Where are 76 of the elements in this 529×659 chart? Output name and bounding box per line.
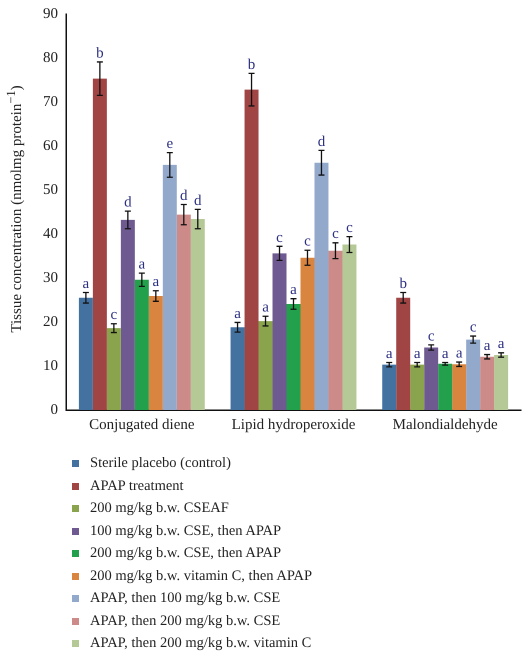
data-label: c: [470, 320, 477, 336]
data-label: e: [166, 136, 174, 152]
bar: [452, 364, 466, 410]
legend-label: Sterile placebo (control): [90, 455, 231, 471]
bar: [286, 304, 300, 410]
bar: [244, 90, 259, 410]
bar: [328, 250, 342, 410]
bar: [314, 162, 328, 410]
y-tick-label: 40: [43, 226, 58, 242]
x-tick-label: Malondialdehyde: [392, 416, 498, 433]
bar: [176, 214, 191, 410]
legend-label: 200 mg/kg b.w. CSEAF: [90, 500, 229, 516]
data-label: c: [276, 230, 284, 246]
bar: [410, 364, 424, 410]
data-label: d: [318, 134, 326, 150]
y-tick-label: 90: [43, 6, 58, 22]
bar: [134, 280, 149, 410]
y-tick-label: 10: [43, 358, 58, 374]
data-label: d: [194, 192, 202, 209]
data-label: b: [399, 276, 407, 292]
data-label: a: [386, 346, 393, 362]
y-tick-label: 30: [43, 270, 58, 286]
bar: [78, 298, 93, 410]
bar: [494, 355, 508, 410]
data-label: b: [248, 56, 256, 73]
bar: [148, 296, 163, 410]
data-label: a: [290, 282, 298, 298]
bar: [258, 321, 273, 410]
bar: [230, 327, 245, 410]
bar: [438, 364, 452, 410]
legend-label: APAP, then 200 mg/kg b.w. vitamin C: [90, 635, 312, 651]
data-label: c: [110, 307, 118, 324]
bar: [396, 298, 410, 410]
data-label: a: [262, 300, 270, 316]
data-label: a: [234, 306, 242, 322]
x-tick-label: Lipid hydroperoxide: [232, 416, 356, 433]
data-label: a: [442, 346, 449, 362]
data-label: c: [428, 328, 435, 344]
y-tick-label: 20: [43, 314, 58, 330]
bar: [120, 220, 135, 410]
bar: [382, 364, 396, 410]
y-tick-label: 0: [50, 402, 58, 418]
y-tick-label: 60: [43, 138, 58, 154]
bar: [480, 356, 494, 410]
y-tick-label: 70: [43, 94, 58, 110]
bar: [162, 164, 177, 410]
legend-label: APAP, then 200 mg/kg b.w. CSE: [90, 612, 280, 628]
bar: [342, 244, 356, 410]
data-label: c: [304, 234, 312, 250]
data-label: c: [346, 220, 354, 236]
bar: [106, 328, 121, 410]
bar: [190, 219, 205, 410]
data-label: d: [124, 194, 132, 211]
legend-label: APAP, then 100 mg/kg b.w. CSE: [90, 590, 280, 606]
data-label: a: [414, 346, 421, 362]
legend-label: 100 mg/kg b.w. CSE, then APAP: [90, 522, 282, 538]
legend-label: 200 mg/kg b.w. vitamin C, then APAP: [90, 568, 312, 584]
data-label: a: [152, 274, 160, 290]
x-tick-label: Conjugated diene: [89, 416, 195, 433]
bar: [424, 348, 438, 410]
legend-label: 200 mg/kg b.w. CSE, then APAP: [90, 545, 282, 561]
data-label: c: [332, 226, 340, 242]
data-label: b: [96, 45, 104, 62]
bar: [300, 258, 314, 410]
data-label: a: [484, 338, 491, 354]
bar: [272, 253, 287, 410]
bar: [92, 78, 107, 410]
data-label: d: [180, 188, 188, 204]
data-label: a: [138, 256, 146, 273]
legend-label: APAP treatment: [90, 478, 184, 494]
bar: [466, 340, 480, 410]
y-tick-label: 50: [43, 182, 58, 198]
data-label: a: [82, 276, 90, 292]
data-label: a: [498, 336, 505, 352]
y-tick-label: 80: [43, 50, 58, 66]
data-label: a: [456, 345, 463, 362]
